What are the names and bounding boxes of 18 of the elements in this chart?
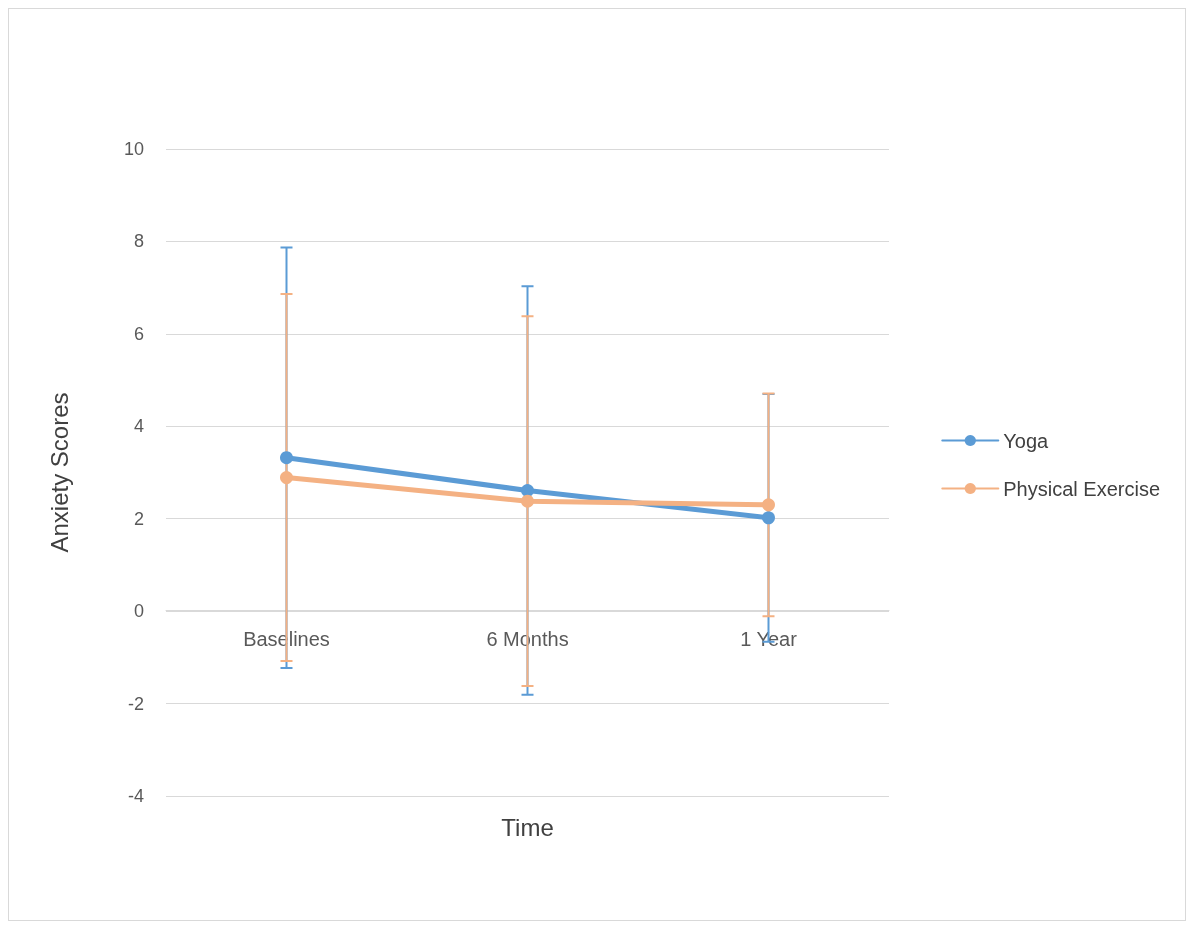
point (280, 451, 293, 465)
y-tick-label: -4 (127, 786, 144, 806)
point (521, 494, 534, 508)
y-tick-label: 0 (133, 601, 144, 622)
y-tick-label: 2 (133, 508, 144, 529)
y-tick-label: 4 (133, 416, 144, 437)
legend-label: Physical Exercise (1003, 477, 1160, 500)
point (762, 511, 775, 525)
y-tick-label: 10 (123, 139, 144, 159)
y-axis-title: Anxiety Scores (45, 392, 73, 553)
x-axis-title: Time (501, 814, 554, 842)
legend-label: Yoga (1003, 429, 1050, 452)
y-tick-label: 6 (133, 323, 144, 344)
point (762, 498, 775, 512)
y-tick-label: -2 (127, 693, 144, 714)
point (280, 471, 293, 485)
point (521, 484, 534, 498)
y-tick-label: 8 (133, 231, 144, 252)
